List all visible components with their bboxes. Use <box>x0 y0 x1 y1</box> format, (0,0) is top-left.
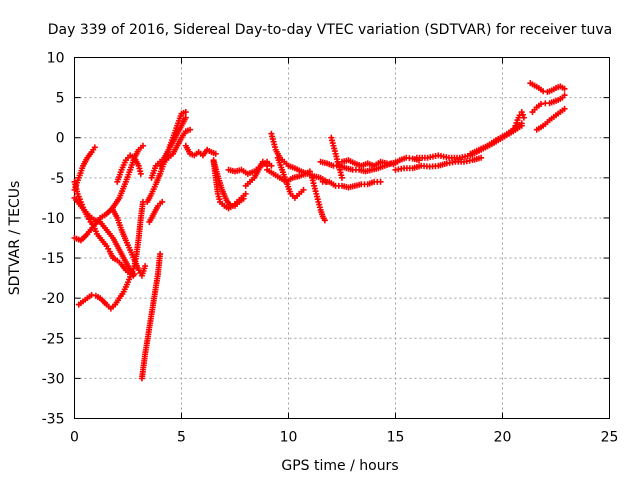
data-point <box>142 263 149 270</box>
data-point <box>561 85 568 92</box>
data-point <box>88 291 95 298</box>
y-tick-label: -25 <box>42 331 65 347</box>
data-point <box>137 170 144 177</box>
y-tick-label: -20 <box>42 291 65 307</box>
x-tick-label: 0 <box>70 430 79 446</box>
axis-ticks: 0 5 10 15 20 25 10 5 0 -5 -10 -15 -20 -25 -30 -35 <box>42 51 619 446</box>
data-point <box>339 174 345 181</box>
y-tick-label: -35 <box>42 412 65 428</box>
y-tick-label: -10 <box>42 211 65 227</box>
data-point <box>538 101 545 108</box>
grid-lines <box>74 57 610 419</box>
y-tick-label: 10 <box>47 51 65 67</box>
data-point <box>520 114 527 121</box>
data-point <box>511 125 518 132</box>
data-point <box>512 122 519 129</box>
data-point <box>513 119 520 126</box>
y-tick-label: -30 <box>42 371 65 387</box>
y-tick-label: 0 <box>56 131 65 147</box>
data-points <box>71 80 568 382</box>
data-point <box>240 195 247 202</box>
chart-title: Day 339 of 2016, Sidereal Day-to-day VTE… <box>48 22 612 38</box>
data-point <box>561 105 568 112</box>
y-tick-label: 5 <box>56 91 65 107</box>
data-point <box>518 120 525 127</box>
x-tick-label: 10 <box>280 430 298 446</box>
data-point <box>187 126 194 133</box>
data-point <box>377 178 384 185</box>
y-tick-label: -15 <box>42 251 65 267</box>
data-point <box>321 217 328 224</box>
data-point <box>540 88 547 95</box>
x-tick-label: 25 <box>601 430 619 446</box>
y-axis-label: SDTVAR / TECUs <box>7 181 23 296</box>
y-tick-label: -5 <box>51 171 65 187</box>
data-point <box>91 144 98 151</box>
x-tick-label: 15 <box>387 430 405 446</box>
data-point <box>478 154 485 161</box>
data-point <box>510 128 517 135</box>
data-point <box>139 142 146 149</box>
data-point <box>182 109 189 116</box>
x-tick-label: 5 <box>177 430 186 446</box>
data-point <box>300 186 307 193</box>
data-point <box>212 150 219 157</box>
data-point <box>519 111 526 118</box>
data-point <box>242 190 249 197</box>
data-point <box>159 198 166 205</box>
x-axis-label: GPS time / hours <box>281 458 398 474</box>
x-tick-label: 20 <box>494 430 512 446</box>
data-point <box>518 109 525 116</box>
data-point <box>157 251 164 258</box>
data-point <box>182 114 189 121</box>
data-point <box>561 92 568 99</box>
